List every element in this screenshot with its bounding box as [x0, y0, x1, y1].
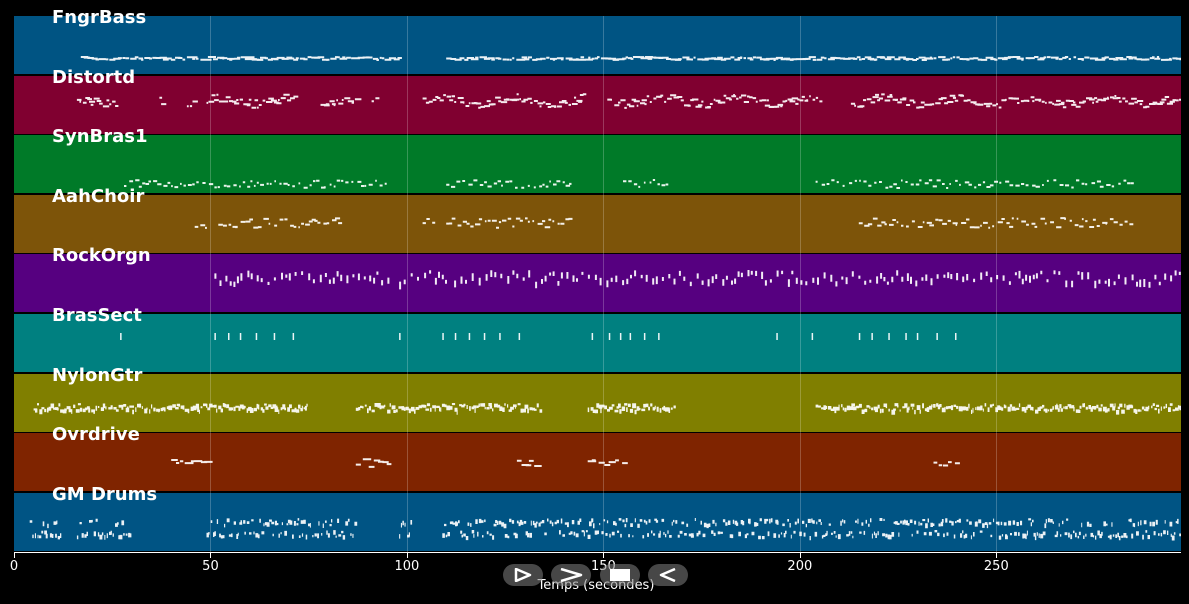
- track-lane-ovrdrive[interactable]: [14, 433, 1181, 492]
- axis-tick: [603, 553, 605, 558]
- note-pattern: [76, 92, 1181, 109]
- note-pattern: [120, 333, 957, 340]
- stop-icon: [610, 569, 630, 581]
- track-lane-rockorgn[interactable]: [14, 254, 1181, 313]
- axis-tick-label: 50: [202, 559, 219, 574]
- axis-tick: [210, 553, 212, 558]
- track-lane-gm-drums[interactable]: [14, 492, 1181, 551]
- note-marks: [120, 333, 957, 340]
- axis-tick-label: 200: [787, 559, 813, 574]
- note-marks: [194, 216, 1134, 229]
- axis-tick: [799, 553, 801, 558]
- track-name: AahChoir: [52, 185, 145, 207]
- track-lane-nylongtr[interactable]: [14, 373, 1181, 432]
- note-marks: [29, 517, 1181, 541]
- note-pattern: [29, 517, 1181, 541]
- note-marks: [214, 270, 1181, 290]
- play-outline-icon: [514, 568, 532, 582]
- note-marks: [76, 92, 1181, 109]
- track-lane-fngrbass[interactable]: [14, 16, 1181, 74]
- track-name: NylonGtr: [52, 364, 143, 386]
- forward-button[interactable]: [551, 564, 591, 586]
- track-name: SynBras1: [52, 126, 148, 148]
- axis-tick: [996, 553, 998, 558]
- note-marks: [171, 458, 960, 469]
- note-pattern: [124, 179, 1134, 190]
- track-lanes: FngrBass Distortd SynBras1 AahChoir RockOrgn…: [14, 8, 1181, 552]
- note-pattern: [171, 458, 960, 469]
- track-lane-brassect[interactable]: [14, 314, 1181, 372]
- track-name: RockOrgn: [52, 245, 151, 267]
- track-lane-aahchoir[interactable]: [14, 194, 1181, 253]
- rewind-icon: [659, 568, 676, 582]
- axis-tick-label: 100: [394, 559, 420, 574]
- note-marks: [33, 402, 1181, 415]
- play-button[interactable]: [503, 564, 543, 586]
- axis-tick: [14, 553, 15, 558]
- track-name: Distortd: [52, 66, 136, 88]
- note-marks: [80, 56, 1181, 61]
- note-marks: [124, 179, 1134, 190]
- track-name: FngrBass: [52, 7, 147, 28]
- stop-button[interactable]: [600, 564, 640, 586]
- note-pattern: [80, 56, 1181, 61]
- chevron-right-icon: [560, 568, 583, 582]
- axis-tick: [406, 553, 408, 558]
- track-lane-distortd[interactable]: [14, 75, 1181, 134]
- track-name: Ovrdrive: [52, 424, 140, 446]
- rewind-button[interactable]: [648, 564, 688, 586]
- note-pattern: [214, 270, 1181, 290]
- track-name: BrasSect: [52, 305, 142, 326]
- time-axis-line: [14, 552, 1181, 553]
- track-name: GM Drums: [52, 483, 158, 505]
- axis-tick-label: 250: [983, 559, 1009, 574]
- track-lane-synbras1[interactable]: [14, 135, 1181, 194]
- note-pattern: [194, 216, 1134, 229]
- note-pattern: [33, 402, 1181, 415]
- axis-tick-label: 0: [9, 559, 19, 574]
